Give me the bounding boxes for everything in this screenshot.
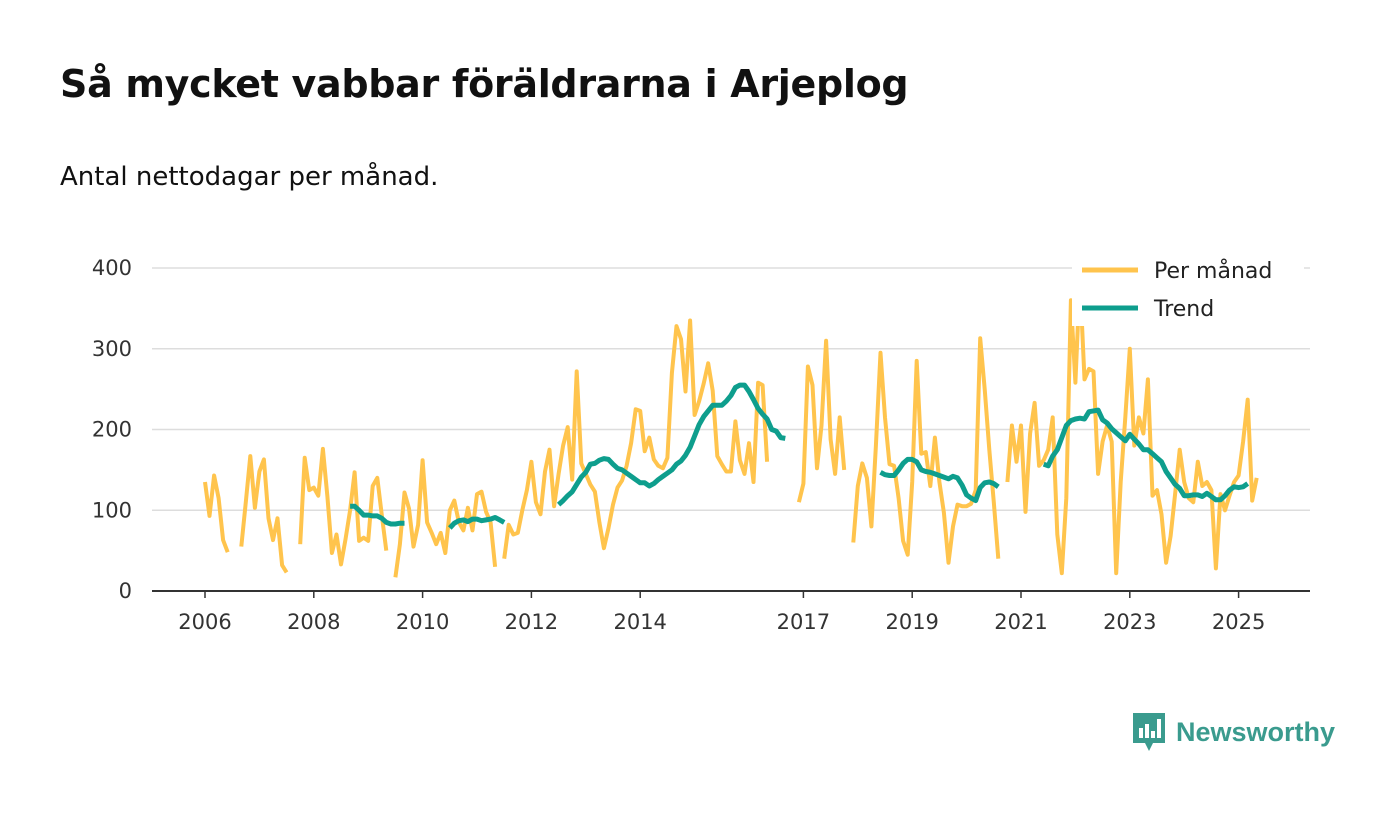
chart-subtitle: Antal nettodagar per månad. [60,162,439,192]
x-tick-label: 2021 [994,610,1047,634]
brand-name: Newsworthy [1176,716,1336,747]
y-tick-label: 200 [92,418,132,442]
legend-label: Trend [1153,297,1214,322]
chart-title: Så mycket vabbar föräldrarna i Arjeplog [60,62,909,106]
x-axis-ticks: 2006 2008 2010 2012 2014 2017 2019 2021 2023 2025 [178,591,1265,634]
newsworthy-brand: Newsworthy [1132,712,1335,752]
series-trend [350,382,1250,530]
series-lines [203,276,1259,578]
y-axis-ticks: 0 100 200 300 400 [92,256,132,603]
series-per-manad [203,276,1259,578]
legend-background [1072,252,1304,326]
series-line-segment [203,473,230,553]
x-tick-label: 2025 [1212,610,1265,634]
x-tick-label: 2023 [1103,610,1156,634]
x-tick-label: 2008 [287,610,340,634]
y-tick-label: 400 [92,256,132,280]
x-tick-label: 2012 [505,610,558,634]
x-tick-label: 2017 [777,610,830,634]
series-line-segment [1042,407,1250,503]
series-line-segment [796,276,1259,576]
legend: Per månad Trend [1072,252,1304,326]
y-tick-label: 300 [92,337,132,361]
x-tick-label: 2019 [885,610,938,634]
series-line-segment [298,446,389,567]
series-line-segment [447,515,506,530]
newsworthy-logo-icon [1133,713,1165,751]
legend-label: Per månad [1154,258,1272,284]
series-line-segment [350,503,405,527]
y-tick-label: 100 [92,498,132,522]
series-line-segment [239,454,289,574]
x-tick-label: 2014 [613,610,666,634]
y-tick-label: 0 [119,579,132,603]
series-line-segment [879,456,1000,504]
series-line-segment [556,382,786,507]
x-tick-label: 2010 [396,610,449,634]
x-tick-label: 2006 [178,610,231,634]
series-line-segment [393,318,770,578]
